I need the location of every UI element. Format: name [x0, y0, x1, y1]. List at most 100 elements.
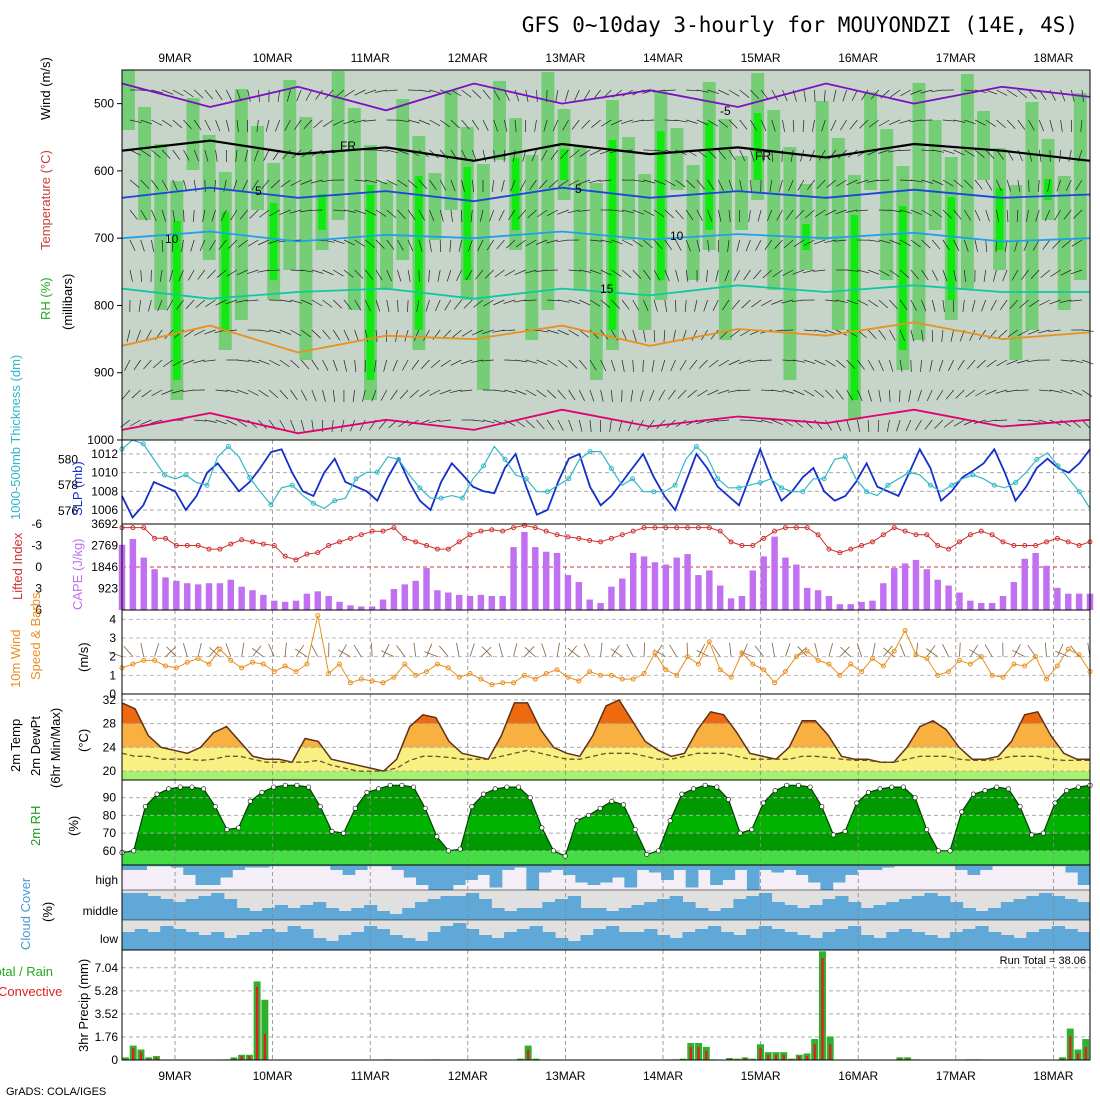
- wind-barb: [1029, 299, 1040, 308]
- wind-barb: [514, 419, 526, 428]
- cape-bar: [205, 583, 213, 610]
- wind-barb: [654, 149, 667, 153]
- wind-barb: [707, 239, 710, 252]
- rh2m-marker: [690, 786, 696, 792]
- cloud-bar-high: [207, 865, 221, 885]
- wind-barb: [643, 179, 656, 184]
- wind-barb: [877, 419, 880, 433]
- wind-barb: [996, 149, 1004, 160]
- wind-barb: [761, 389, 774, 391]
- wind-barb: [1050, 269, 1061, 277]
- wind-barb: [390, 389, 398, 401]
- cloud-bar-high: [955, 865, 968, 870]
- wind-barb: [290, 269, 303, 271]
- wind-barb: [194, 329, 206, 336]
- cloud-bar-middle: [160, 899, 174, 920]
- cloud-bar-low: [287, 926, 301, 950]
- wind-barb: [129, 269, 133, 282]
- wind10-barb: [310, 644, 319, 657]
- wind-barb: [194, 419, 207, 422]
- wind-barb: [126, 329, 131, 342]
- temperature-contour: [121, 284, 1090, 300]
- wind-barb: [717, 419, 730, 422]
- wind-barb: [1049, 119, 1054, 132]
- wind-barb: [677, 389, 687, 399]
- rh2m-marker: [352, 805, 358, 811]
- cloud-bar-high: [489, 865, 503, 888]
- cloud-bar-middle: [911, 896, 925, 920]
- wind-barb: [228, 239, 238, 249]
- cloud-bar-middle: [720, 908, 734, 920]
- wind-barb: [145, 329, 152, 341]
- cloud-bar-high: [881, 865, 895, 868]
- li-marker: [815, 532, 821, 538]
- wind-barb: [653, 209, 665, 218]
- wind-barb: [1040, 269, 1051, 278]
- wind-barb: [771, 299, 783, 305]
- wind-barb: [921, 149, 934, 152]
- wind-barb: [235, 149, 238, 162]
- wind-barb: [1071, 239, 1083, 247]
- wind10-marker: [206, 661, 212, 667]
- wind10-marker: [521, 672, 527, 678]
- wind-barb: [300, 359, 310, 370]
- temperature-contour: [121, 82, 1091, 112]
- wind-barb: [354, 89, 366, 96]
- rh2m-marker: [784, 782, 790, 788]
- wind-barb: [738, 359, 751, 364]
- wind-barb: [967, 359, 976, 370]
- cloud-bar-low: [185, 932, 199, 950]
- cloud-bar-low: [147, 932, 161, 950]
- wind-barb: [600, 269, 612, 276]
- wind-barb: [942, 149, 955, 155]
- rh-mid-streak: [815, 101, 829, 240]
- wind-barb: [310, 179, 323, 184]
- li-marker: [239, 537, 245, 543]
- wind10-barb: [872, 642, 876, 657]
- cloud-bar-middle: [835, 896, 849, 920]
- wind-barb: [696, 179, 705, 190]
- cape-bar: [336, 601, 343, 610]
- rh2m-marker: [1029, 832, 1035, 838]
- wind-barb: [397, 179, 408, 188]
- cape-bar: [184, 583, 191, 610]
- cloud-bar-low: [848, 926, 862, 950]
- cape-bar: [586, 599, 593, 610]
- wind-barb: [284, 119, 291, 131]
- precip-conv-bar: [898, 1058, 902, 1060]
- wind-barb: [955, 389, 965, 399]
- wind-barb: [654, 179, 666, 185]
- wind-barb: [964, 89, 977, 92]
- wind10-marker: [1033, 654, 1039, 660]
- wind10-marker: [565, 674, 571, 680]
- wind-barb: [386, 269, 392, 282]
- wind10-barb: [251, 647, 264, 657]
- wind-barb: [739, 179, 743, 192]
- wind-barb: [190, 239, 195, 252]
- cape-bar: [390, 589, 398, 610]
- wind-barb: [450, 359, 462, 366]
- wind-barb: [171, 239, 174, 253]
- cape-bar: [869, 600, 876, 610]
- wind-barb: [461, 119, 470, 130]
- cloud-bar-middle: [860, 908, 874, 920]
- wind-barb: [953, 239, 960, 251]
- cloud-bar-low: [402, 938, 416, 950]
- wind-barb: [226, 419, 238, 426]
- wind-barb: [460, 389, 473, 392]
- li-marker: [728, 539, 734, 545]
- wind-barb: [371, 389, 377, 402]
- wind-barb: [813, 269, 826, 272]
- li-marker: [337, 539, 343, 545]
- wind10-marker: [456, 674, 462, 680]
- wind10-barb: [1055, 650, 1069, 658]
- wind-barb: [375, 269, 383, 281]
- rh2m-marker: [341, 830, 347, 836]
- wind-barb: [482, 329, 494, 335]
- rh2m-marker: [679, 791, 685, 797]
- wind-barb: [259, 209, 270, 218]
- wind-barb: [151, 389, 163, 397]
- wind-barb: [275, 119, 281, 132]
- wind-barb: [739, 149, 746, 162]
- wind10-barb: [556, 642, 560, 657]
